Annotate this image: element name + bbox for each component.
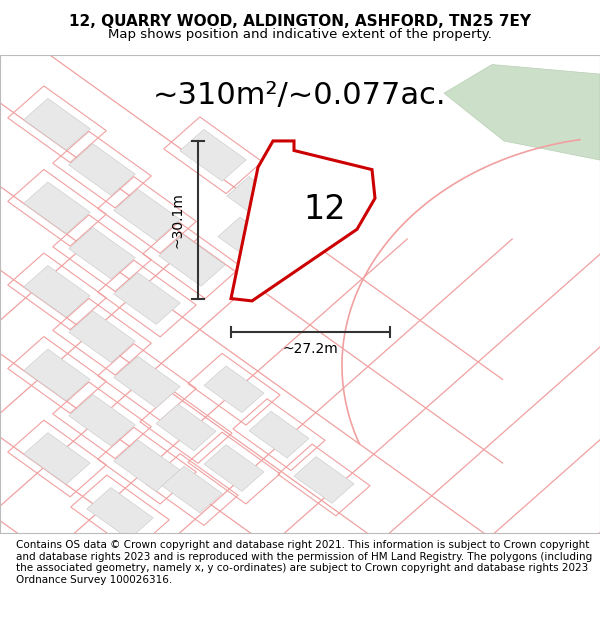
Text: ~27.2m: ~27.2m bbox=[283, 342, 338, 356]
Polygon shape bbox=[69, 311, 135, 362]
Text: 12: 12 bbox=[304, 192, 346, 226]
Polygon shape bbox=[114, 272, 180, 324]
Polygon shape bbox=[114, 356, 180, 408]
Polygon shape bbox=[24, 349, 90, 401]
Polygon shape bbox=[114, 440, 180, 491]
Polygon shape bbox=[24, 266, 90, 317]
Polygon shape bbox=[87, 488, 153, 539]
Polygon shape bbox=[24, 98, 90, 150]
Polygon shape bbox=[231, 141, 375, 301]
Text: ~310m²/~0.077ac.: ~310m²/~0.077ac. bbox=[153, 81, 447, 110]
Polygon shape bbox=[227, 176, 289, 225]
Polygon shape bbox=[69, 144, 135, 196]
Polygon shape bbox=[249, 411, 309, 458]
Polygon shape bbox=[69, 228, 135, 279]
Polygon shape bbox=[204, 445, 264, 491]
Polygon shape bbox=[180, 129, 246, 181]
Polygon shape bbox=[162, 466, 222, 513]
Text: Contains OS data © Crown copyright and database right 2021. This information is : Contains OS data © Crown copyright and d… bbox=[16, 540, 592, 585]
Text: ~30.1m: ~30.1m bbox=[171, 192, 185, 248]
Polygon shape bbox=[69, 394, 135, 446]
Polygon shape bbox=[159, 234, 225, 286]
Polygon shape bbox=[24, 432, 90, 484]
Text: Map shows position and indicative extent of the property.: Map shows position and indicative extent… bbox=[108, 28, 492, 41]
Polygon shape bbox=[24, 182, 90, 234]
Polygon shape bbox=[444, 64, 600, 160]
Text: 12, QUARRY WOOD, ALDINGTON, ASHFORD, TN25 7EY: 12, QUARRY WOOD, ALDINGTON, ASHFORD, TN2… bbox=[69, 14, 531, 29]
Polygon shape bbox=[114, 189, 180, 241]
Polygon shape bbox=[156, 404, 216, 451]
Polygon shape bbox=[204, 366, 264, 413]
Polygon shape bbox=[294, 457, 354, 503]
Polygon shape bbox=[218, 217, 280, 266]
